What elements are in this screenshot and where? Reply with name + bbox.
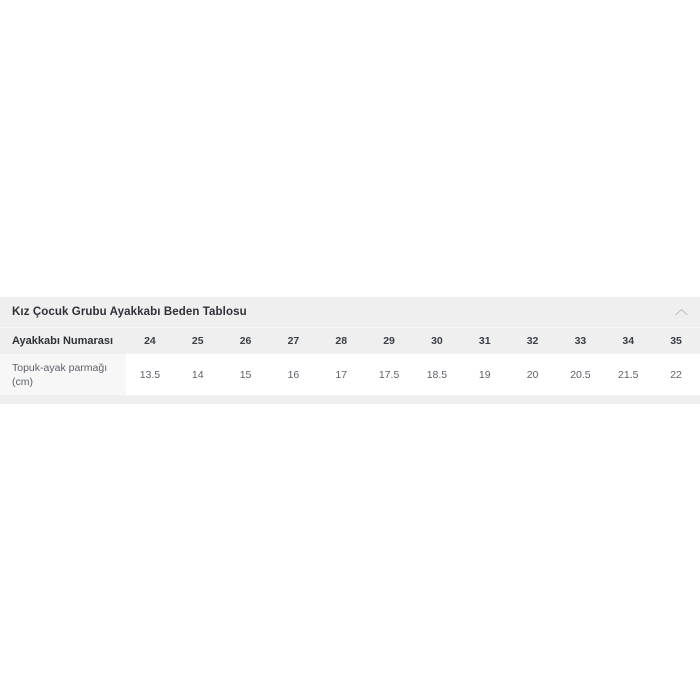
measurement-cell: 22 bbox=[652, 353, 700, 395]
row-label-line1: Topuk-ayak parmağı bbox=[12, 361, 108, 374]
size-cell: 31 bbox=[460, 328, 509, 353]
size-cell: 26 bbox=[221, 328, 270, 353]
size-cell: 25 bbox=[173, 328, 222, 353]
measurement-cell: 14 bbox=[173, 353, 222, 395]
chevron-up-icon[interactable] bbox=[668, 297, 694, 327]
size-cell: 34 bbox=[604, 328, 653, 353]
measurement-cell: 18.5 bbox=[412, 353, 461, 395]
size-cell: 30 bbox=[412, 328, 461, 353]
size-chart-title: Kız Çocuk Grubu Ayakkabı Beden Tablosu bbox=[12, 306, 247, 318]
measurement-cell: 20 bbox=[508, 353, 557, 395]
size-chart-panel: Kız Çocuk Grubu Ayakkabı Beden Tablosu A… bbox=[0, 297, 700, 404]
size-chart-grid: Ayakkabı Numarası 24 25 26 27 28 29 30 3… bbox=[0, 327, 700, 395]
size-cell: 24 bbox=[126, 328, 174, 353]
size-chart-footer bbox=[0, 395, 700, 404]
measurement-cell: 15 bbox=[221, 353, 270, 395]
measurement-cell: 21.5 bbox=[604, 353, 653, 395]
size-cell: 29 bbox=[365, 328, 413, 353]
row-label-shoe-size: Ayakkabı Numarası bbox=[0, 328, 126, 353]
measurement-cell: 17 bbox=[317, 353, 366, 395]
measurement-cell: 20.5 bbox=[556, 353, 605, 395]
size-cell: 35 bbox=[652, 328, 700, 353]
size-cell: 32 bbox=[508, 328, 557, 353]
row-label-line2: (cm) bbox=[12, 375, 33, 388]
row-label-heel-to-toe: Topuk-ayak parmağı (cm) bbox=[0, 353, 126, 395]
measurement-cell: 17.5 bbox=[365, 353, 413, 395]
measurement-cell: 19 bbox=[460, 353, 509, 395]
size-cell: 27 bbox=[269, 328, 318, 353]
size-cell: 28 bbox=[317, 328, 366, 353]
measurement-cell: 16 bbox=[269, 353, 318, 395]
measurement-cell: 13.5 bbox=[126, 353, 174, 395]
size-cell: 33 bbox=[556, 328, 605, 353]
size-chart-header[interactable]: Kız Çocuk Grubu Ayakkabı Beden Tablosu bbox=[0, 297, 700, 327]
